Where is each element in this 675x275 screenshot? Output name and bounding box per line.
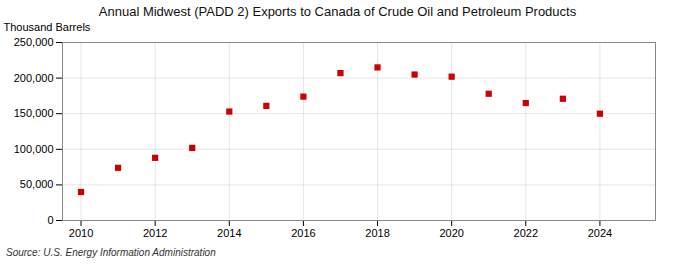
svg-text:2024: 2024 — [588, 227, 612, 239]
svg-text:Thousand Barrels: Thousand Barrels — [4, 21, 91, 33]
svg-text:250,000: 250,000 — [14, 36, 54, 48]
svg-text:2022: 2022 — [514, 227, 538, 239]
svg-text:0: 0 — [47, 214, 53, 226]
html-text:Source: U.S. Energy Informatio: Source: U.S. Energy Information Administ… — [6, 247, 216, 258]
svg-text:50,000: 50,000 — [20, 178, 54, 190]
svg-text:100,000: 100,000 — [14, 143, 54, 155]
svg-text:150,000: 150,000 — [14, 107, 54, 119]
svg-text:2018: 2018 — [365, 227, 389, 239]
html-text:Annual Midwest (PADD 2) Export: Annual Midwest (PADD 2) Exports to Canad… — [98, 4, 577, 19]
svg-text:2012: 2012 — [143, 227, 167, 239]
svg-text:200,000: 200,000 — [14, 72, 54, 84]
svg-text:2014: 2014 — [217, 227, 241, 239]
svg-text:2020: 2020 — [439, 227, 463, 239]
svg-text:2010: 2010 — [69, 227, 93, 239]
svg-text:2016: 2016 — [291, 227, 315, 239]
